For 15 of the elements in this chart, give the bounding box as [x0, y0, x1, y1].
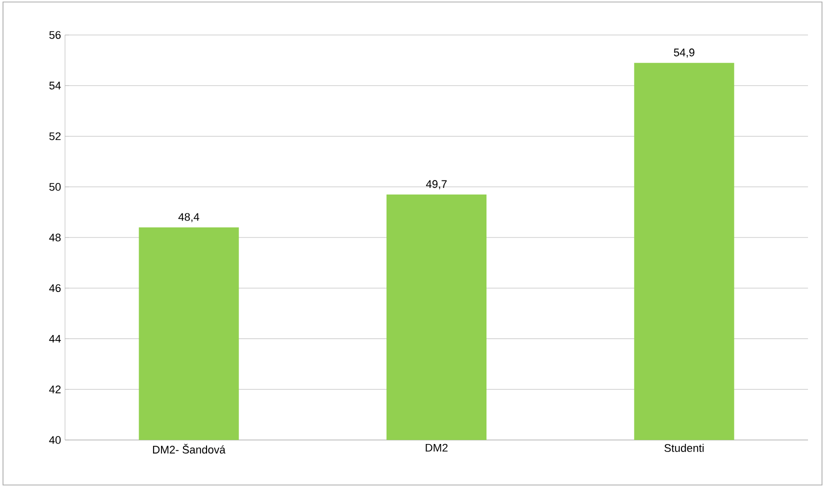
y-tick-label: 46	[49, 284, 61, 292]
x-tick-label: Studenti	[664, 444, 704, 452]
data-label: 48,4	[178, 213, 200, 222]
y-tick-label: 54	[49, 82, 61, 90]
data-label: 49,7	[426, 180, 447, 190]
x-tick-label: DM2	[426, 444, 448, 452]
y-tick-label: 48	[49, 234, 61, 242]
data-label: 54,9	[674, 48, 694, 58]
y-tick-label: 40	[49, 436, 61, 444]
y-tick-label: 44	[49, 334, 61, 343]
y-tick-label: 42	[49, 386, 61, 394]
y-tick-label: 56	[49, 31, 61, 39]
x-tick-label: DM2- Šandová	[153, 444, 226, 454]
y-tick-label: 50	[49, 182, 61, 191]
y-tick-label: 52	[49, 132, 61, 140]
